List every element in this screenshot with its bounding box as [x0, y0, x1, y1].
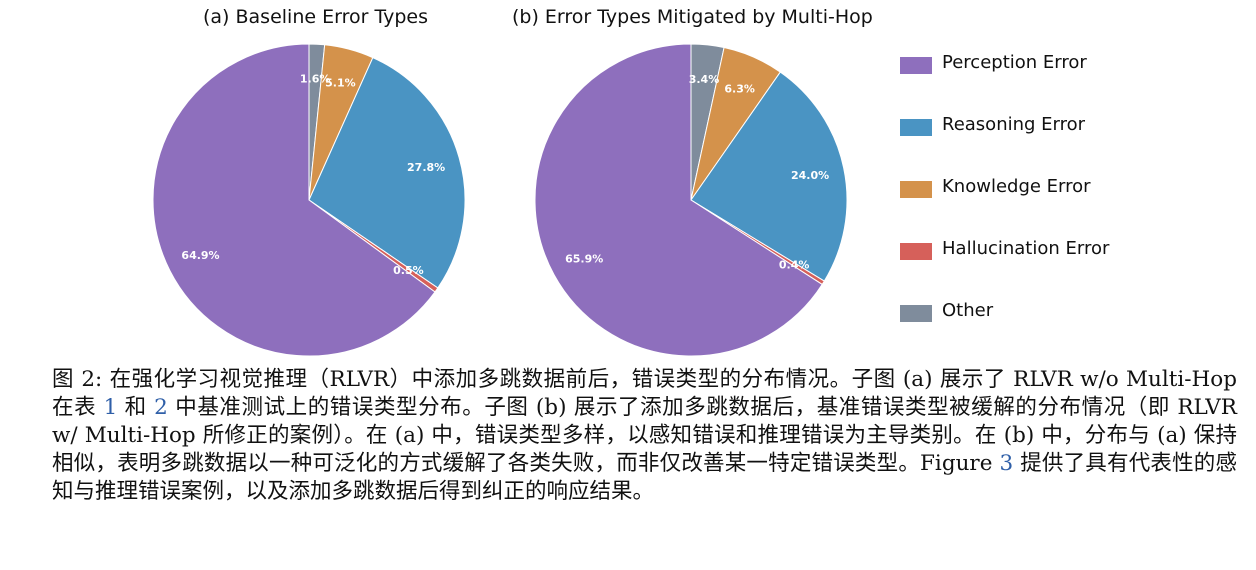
- figure-caption: 图 2: 在强化学习视觉推理（RLVR）中添加多跳数据前后，错误类型的分布情况。…: [52, 366, 1237, 506]
- slice-value-label: 64.9%: [181, 249, 219, 262]
- legend-swatch: [900, 181, 932, 198]
- legend-swatch: [900, 119, 932, 136]
- pie-slice-perception-error: [152, 43, 436, 357]
- caption-text: 图 2: 在强化学习视觉推理（RLVR）中添加多跳数据前后，错误类型的分布情况。…: [52, 367, 1237, 420]
- slice-value-label: 5.1%: [325, 76, 356, 89]
- table-ref-link[interactable]: 1: [103, 395, 118, 420]
- slice-value-label: 27.8%: [407, 161, 445, 174]
- figure-ref-link[interactable]: 3: [999, 451, 1014, 476]
- legend-swatch: [900, 243, 932, 260]
- figure: (a) Baseline Error Types (b) Error Types…: [152, 6, 1109, 362]
- legend: Perception Error Reasoning Error Knowled…: [900, 52, 1109, 362]
- legend-label: Other: [942, 300, 994, 321]
- chart-a-title: (a) Baseline Error Types: [203, 6, 428, 28]
- caption-text: 中基准测试上的错误类型分布。子图 (b) 展示了添加多跳数据后，基准错误类型被缓…: [52, 395, 1237, 476]
- legend-swatch: [900, 57, 932, 74]
- pie-chart-multi-hop: 3.4% 6.3% 24.0% 0.4% 65.9%: [534, 43, 848, 357]
- legend-item-knowledge: Knowledge Error: [900, 176, 1109, 238]
- legend-label: Hallucination Error: [942, 238, 1110, 259]
- table-ref-link[interactable]: 2: [154, 395, 168, 420]
- legend-item-hallucination: Hallucination Error: [900, 238, 1109, 300]
- caption-text: 提供了具有代表性的感知与推理错误案例，以及添加多跳数据后得到纠正的响应结果。: [52, 451, 1237, 504]
- pie-chart-baseline: 1.6%5.1% 27.8% 0.5% 64.9%: [152, 43, 466, 357]
- legend-label: Perception Error: [942, 52, 1087, 73]
- pie-slice-reasoning-error: [308, 56, 466, 289]
- slice-value-label: 24.0%: [791, 169, 829, 182]
- slice-value-label: 65.9%: [565, 252, 603, 265]
- pie-slice-perception-error: [534, 43, 823, 357]
- legend-item-reasoning: Reasoning Error: [900, 114, 1109, 176]
- slice-value-label: 0.5%: [393, 264, 424, 277]
- chart-b-title: (b) Error Types Mitigated by Multi-Hop: [512, 6, 873, 28]
- slice-value-label: 1.6%: [300, 72, 331, 85]
- pie-slice-reasoning-error: [690, 71, 848, 282]
- legend-label: Reasoning Error: [942, 114, 1086, 135]
- slice-value-label: 0.4%: [779, 259, 810, 272]
- legend-label: Knowledge Error: [942, 176, 1091, 197]
- caption-text: 和: [117, 395, 155, 420]
- legend-item-perception: Perception Error: [900, 52, 1109, 114]
- slice-value-label: 3.4%: [689, 73, 720, 86]
- slice-value-label: 6.3%: [724, 82, 755, 95]
- legend-swatch: [900, 305, 932, 322]
- legend-item-other: Other: [900, 300, 1109, 362]
